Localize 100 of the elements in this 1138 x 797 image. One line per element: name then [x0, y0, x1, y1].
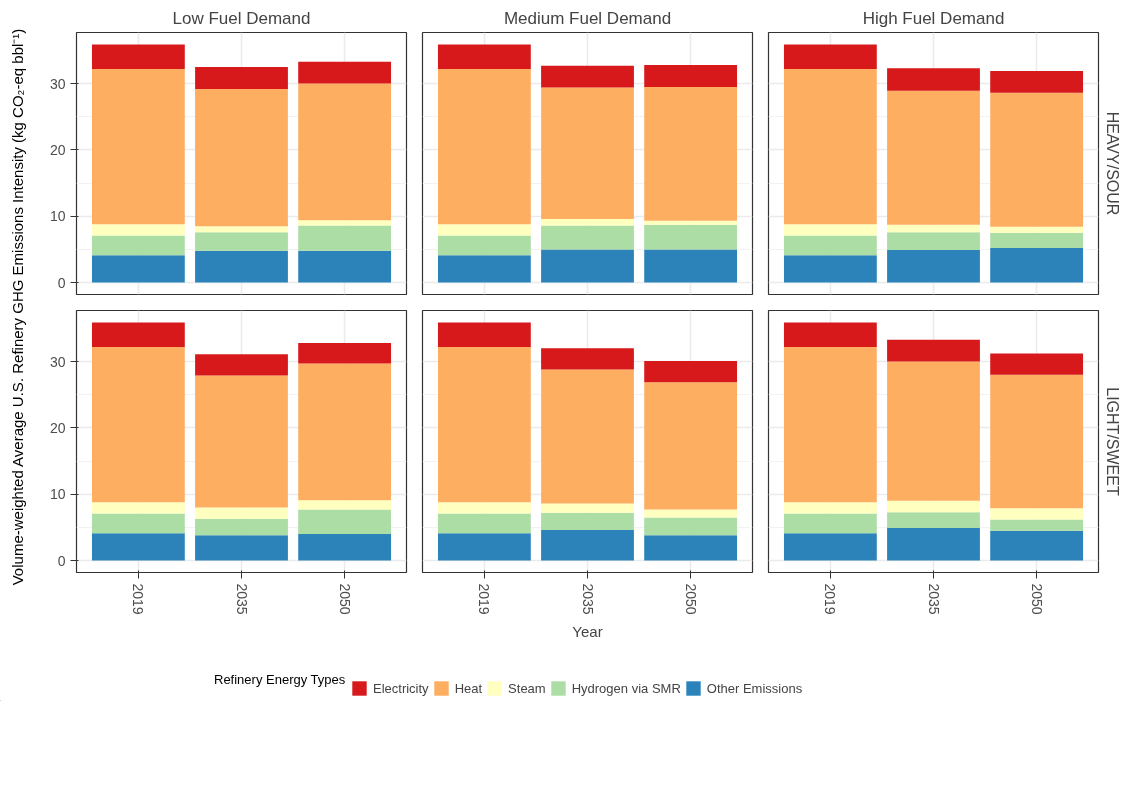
- bar: [887, 232, 980, 251]
- x-tick-label: 2050: [1028, 583, 1045, 615]
- bar: [541, 530, 634, 561]
- bar: [990, 519, 1084, 531]
- bar: [298, 83, 392, 221]
- bar: [783, 322, 877, 347]
- bar: [541, 87, 634, 219]
- bar: [990, 530, 1084, 561]
- bar: [887, 339, 980, 362]
- x-tick-label: 2035: [233, 583, 250, 615]
- bar: [195, 250, 288, 283]
- bar: [195, 375, 288, 508]
- bar: [91, 502, 185, 514]
- bar: [437, 533, 531, 561]
- bar: [783, 68, 877, 225]
- bar: [887, 500, 980, 513]
- bar: [990, 232, 1084, 249]
- y-tick-label: 30: [49, 353, 66, 370]
- legend-label: Heat: [454, 680, 483, 696]
- bar: [437, 235, 531, 256]
- bar: [91, 322, 185, 347]
- bar: [437, 68, 531, 225]
- bar: [437, 44, 531, 69]
- bar: [783, 346, 877, 503]
- bar: [644, 509, 738, 518]
- bar: [541, 369, 634, 504]
- y-axis-title: Volume-weighted Average U.S. Refinery GHG Emissions Intensity (kg CO₂-eq bbl⁻¹): [8, 28, 28, 586]
- bar: [990, 508, 1084, 520]
- bar: [298, 220, 392, 226]
- bar: [783, 513, 877, 534]
- bar: [644, 86, 738, 221]
- bar: [541, 348, 634, 370]
- bar: [644, 360, 738, 383]
- bar: [298, 509, 392, 535]
- bar: [437, 224, 531, 236]
- bar: [783, 255, 877, 283]
- bar: [541, 225, 634, 250]
- bar: [783, 224, 877, 236]
- bar: [298, 343, 392, 364]
- legend-label: Electricity: [373, 680, 429, 696]
- x-tick-label: 2050: [336, 583, 353, 615]
- y-tick-label: 0: [57, 274, 66, 291]
- bar: [541, 65, 634, 88]
- bar: [298, 61, 392, 84]
- bar: [298, 534, 392, 561]
- bar: [541, 503, 634, 513]
- bar: [298, 500, 392, 510]
- bar: [437, 513, 531, 534]
- legend-label: Hydrogen via SMR: [571, 680, 681, 696]
- y-tick-label: 20: [49, 419, 66, 436]
- bar: [195, 232, 288, 251]
- bar: [195, 518, 288, 536]
- bar: [990, 70, 1084, 93]
- text: LIGHT/SWEET: [1103, 387, 1121, 496]
- bar: [298, 225, 392, 251]
- bar: [990, 92, 1084, 227]
- bar: [195, 507, 288, 519]
- bar: [91, 235, 185, 256]
- bar: [990, 374, 1084, 509]
- bar: [887, 512, 980, 529]
- bar: [91, 513, 185, 534]
- legend-title: Refinery Energy Types: [214, 672, 346, 687]
- bar: [783, 533, 877, 561]
- bar: [195, 88, 288, 227]
- bar: [783, 235, 877, 256]
- bar: [195, 535, 288, 561]
- x-tick-label: 2019: [476, 583, 493, 615]
- chart-title: High Fuel Demand: [862, 8, 1005, 28]
- x-tick-label: 2035: [579, 583, 596, 615]
- bar: [887, 224, 980, 233]
- bar: [91, 533, 185, 561]
- bar: [887, 250, 980, 283]
- bar: [541, 218, 634, 226]
- bar: [541, 512, 634, 531]
- bar: [644, 220, 738, 225]
- y-tick-label: 10: [49, 208, 66, 225]
- x-axis-title: Year: [572, 622, 603, 640]
- bar: [195, 66, 288, 89]
- bar: [783, 44, 877, 69]
- bar: [887, 361, 980, 501]
- bar: [91, 255, 185, 283]
- bar: [437, 322, 531, 347]
- bar: [195, 226, 288, 233]
- bar: [887, 528, 980, 561]
- chart-title: Medium Fuel Demand: [503, 8, 672, 28]
- y-tick-label: 0: [57, 552, 66, 569]
- legend-label: Steam: [508, 680, 546, 696]
- bar: [887, 90, 980, 225]
- bar: [887, 68, 980, 91]
- bar: [990, 248, 1084, 283]
- chart-title: Low Fuel Demand: [172, 8, 311, 28]
- bar: [195, 354, 288, 376]
- x-tick-label: 2019: [130, 583, 147, 615]
- bar: [644, 382, 738, 510]
- bar: [437, 255, 531, 283]
- bar: [541, 249, 634, 283]
- bar: [91, 224, 185, 236]
- x-tick-label: 2035: [925, 583, 942, 615]
- bar: [644, 517, 738, 536]
- y-tick-label: 30: [49, 75, 66, 92]
